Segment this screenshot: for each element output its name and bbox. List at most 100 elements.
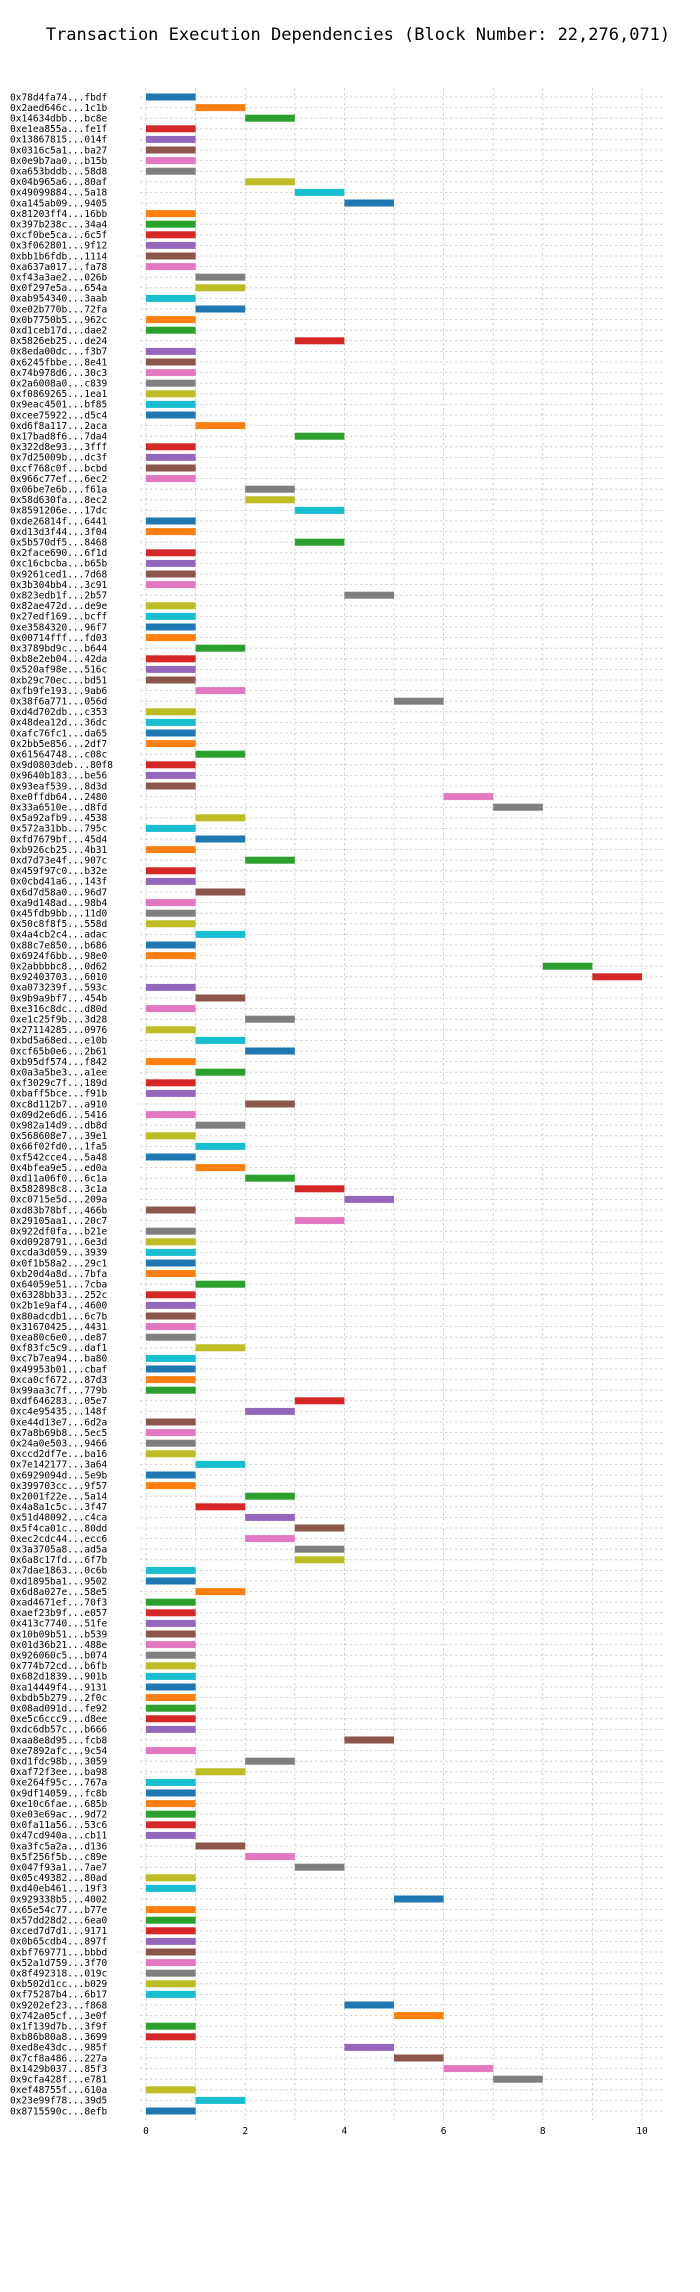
transaction-bar <box>146 125 196 133</box>
y-tick-label: 0x8eda00dc...f3b7 <box>10 347 107 358</box>
transaction-bar <box>146 231 196 239</box>
y-tick-label: 0x6a8c17fd...6f7b <box>10 1555 108 1566</box>
y-tick-label: 0xc4e95435...148f <box>10 1407 107 1418</box>
y-tick-label: 0x09d2e6d6...5416 <box>10 1110 108 1121</box>
transaction-bar <box>146 528 196 536</box>
transaction-bar <box>146 952 196 960</box>
y-tick-label: 0xaf72f3ee...ba98 <box>10 1767 108 1778</box>
y-tick-label: 0xed8e43dc...985f <box>10 2043 107 2054</box>
y-tick-label: 0xf75287b4...6b17 <box>10 1990 107 2001</box>
y-tick-label: 0xd0928791...6e3d <box>10 1237 107 1248</box>
transaction-bar <box>146 740 196 748</box>
y-tick-label: 0x4a4cb2c4...adac <box>10 930 107 941</box>
transaction-bar <box>146 1715 196 1723</box>
transaction-bar <box>344 1195 394 1203</box>
transaction-bar <box>146 157 196 165</box>
y-tick-label: 0x45fdb9bb...11d0 <box>10 909 108 920</box>
y-tick-label: 0x5b570df5...8468 <box>10 538 108 549</box>
transaction-bar <box>245 1535 295 1543</box>
y-tick-label: 0x7cf8a486...227a <box>10 2053 107 2064</box>
transaction-bar <box>146 634 196 642</box>
y-tick-label: 0x0cbd41a6...143f <box>10 877 107 888</box>
y-tick-label: 0x926060c5...b074 <box>10 1651 108 1662</box>
y-tick-label: 0x2a6008a0...c839 <box>10 379 108 390</box>
y-tick-label: 0x5a92afb9...4538 <box>10 813 108 824</box>
y-tick-label: 0x2abbbbc8...0d62 <box>10 962 107 973</box>
transaction-bar <box>146 135 196 143</box>
transaction-bar <box>146 708 196 716</box>
x-tick-label: 0 <box>143 2126 149 2137</box>
transaction-bar <box>146 1206 196 1214</box>
transaction-bar <box>146 369 196 377</box>
transaction-bar <box>146 1418 196 1426</box>
y-tick-label: 0x682d1839...901b <box>10 1672 108 1683</box>
y-tick-label: 0xd1ceb17d...dae2 <box>10 326 107 337</box>
y-tick-label: 0xe1c25f9b...3d28 <box>10 1015 108 1026</box>
y-tick-label: 0x2b1e9af4...4600 <box>10 1301 108 1312</box>
y-tick-label: 0xa3fc5a2a...d136 <box>10 1841 108 1852</box>
y-tick-label: 0xa145ab09...9405 <box>10 198 107 209</box>
y-tick-label: 0xde26814f...6441 <box>10 516 108 527</box>
transaction-bar <box>146 782 196 790</box>
y-tick-label: 0xd7d73e4f...907c <box>10 856 107 867</box>
transaction-bar <box>195 644 246 652</box>
transaction-bar <box>146 1471 196 1479</box>
transaction-bar <box>146 909 196 917</box>
y-tick-label: 0xa9d148ad...98b4 <box>10 898 108 909</box>
transaction-bar <box>195 1842 246 1850</box>
y-tick-label: 0xdc6db57c...b666 <box>10 1725 108 1736</box>
x-tick-label: 4 <box>342 2126 348 2137</box>
y-tick-label: 0xa14449f4...9131 <box>10 1682 108 1693</box>
y-tick-label: 0xbaff5bce...f91b <box>10 1089 108 1100</box>
y-tick-label: 0xd40eb461...19f3 <box>10 1884 107 1895</box>
y-tick-label: 0x5826eb25...de24 <box>10 336 108 347</box>
y-tick-label: 0xcf65b0e6...2b61 <box>10 1046 108 1057</box>
y-tick-label: 0xc0715e5d...209a <box>10 1195 107 1206</box>
transaction-bar <box>245 485 295 493</box>
y-tick-label: 0x57dd28d2...6ea0 <box>10 1916 108 1927</box>
y-tick-label: 0x0f297e5a...654a <box>10 283 107 294</box>
x-tick-label: 8 <box>540 2126 546 2137</box>
y-tick-label: 0x80adcdb1...6c7b <box>10 1311 108 1322</box>
y-tick-label: 0x7a8b69b8...5ec5 <box>10 1428 107 1439</box>
y-tick-label: 0x0fa11a56...53c6 <box>10 1820 108 1831</box>
transaction-bar <box>245 1853 295 1861</box>
y-tick-label: 0x7e142177...3a64 <box>10 1460 108 1471</box>
transaction-bar <box>294 337 345 345</box>
x-tick-label: 10 <box>636 2126 648 2137</box>
transaction-bar <box>195 1068 246 1076</box>
y-tick-label: 0x14634dbb...bc8e <box>10 114 108 125</box>
transaction-bar <box>146 2022 196 2030</box>
y-tick-label: 0x3b304bb4...3c91 <box>10 580 108 591</box>
transaction-bar <box>294 1556 345 1564</box>
transaction-bar <box>294 1863 345 1871</box>
y-tick-label: 0x2aed646c...1c1b <box>10 103 108 114</box>
transaction-bar <box>146 1365 196 1373</box>
y-tick-label: 0x9eac4501...bf85 <box>10 400 107 411</box>
transaction-bar <box>146 411 196 419</box>
y-tick-label: 0xca0cf672...87d3 <box>10 1375 107 1386</box>
transaction-bar <box>146 1927 196 1935</box>
y-tick-label: 0xd1895ba1...9502 <box>10 1576 107 1587</box>
y-tick-label: 0xcee75922...d5c4 <box>10 410 108 421</box>
transaction-bar <box>146 475 196 483</box>
transaction-bar <box>146 570 196 578</box>
transaction-bar <box>146 1778 196 1786</box>
transaction-bar <box>146 1800 196 1808</box>
transaction-bar <box>394 2054 444 2062</box>
y-tick-label: 0x82ae472d...de9e <box>10 601 108 612</box>
y-tick-label: 0xe1ea855a...fe1f <box>10 124 107 135</box>
transaction-bar <box>146 602 196 610</box>
y-tick-label: 0x520af98e...516c <box>10 665 107 676</box>
transaction-bar <box>146 1980 196 1988</box>
y-tick-label: 0x568608e7...39e1 <box>10 1131 108 1142</box>
y-tick-label: 0xe7892afc...9c54 <box>10 1746 108 1757</box>
y-tick-label: 0x2face690...6f1d <box>10 548 107 559</box>
y-tick-label: 0xb926cb25...4b31 <box>10 845 108 856</box>
y-tick-label: 0x08ad091d...fe92 <box>10 1704 107 1715</box>
transaction-bar <box>146 1005 196 1013</box>
y-tick-label: 0xe5c6ccc9...d8ee <box>10 1714 108 1725</box>
transaction-bar <box>195 1460 246 1468</box>
transaction-bar <box>344 2043 394 2051</box>
